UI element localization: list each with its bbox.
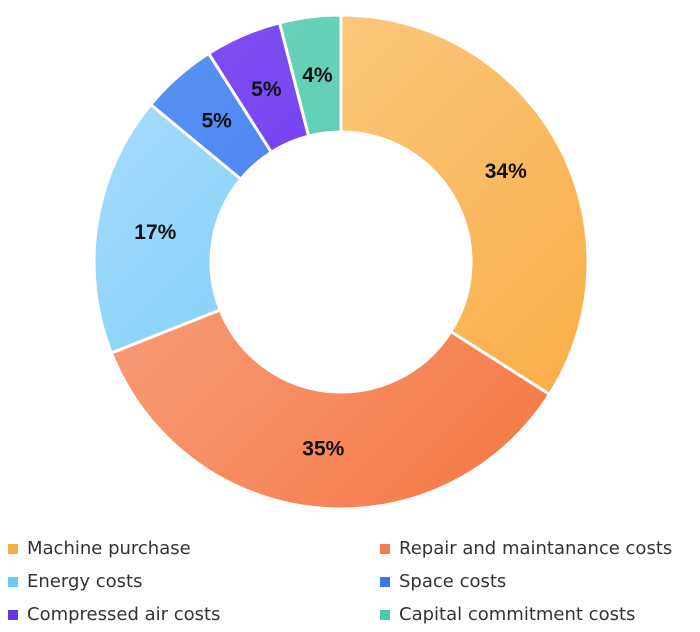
slice-machine-purchase <box>339 13 590 396</box>
slice-label-space-costs: 5% <box>201 109 232 132</box>
legend-label: Repair and maintanance costs <box>399 538 673 559</box>
slices-layer <box>92 13 590 511</box>
legend-item-space-costs: Space costs <box>380 567 506 597</box>
legend-label: Space costs <box>399 571 507 592</box>
legend-label: Capital commitment costs <box>399 604 636 625</box>
donut-chart-svg: 34% 35% 17% 5% 5% 4% <box>92 13 590 511</box>
slice-capital-commitment-costs <box>278 13 343 138</box>
legend-swatch <box>8 577 18 587</box>
slice-label-repair-and-maintanance-costs: 35% <box>302 438 344 461</box>
legend-label: Machine purchase <box>27 538 191 559</box>
legend-item-capital-commitment-costs: Capital commitment costs <box>380 600 635 630</box>
legend-label: Compressed air costs <box>27 604 221 625</box>
slice-repair-and-maintanance-costs <box>109 308 552 511</box>
legend-swatch <box>380 610 390 620</box>
slice-energy-costs <box>92 103 243 355</box>
slice-label-capital-commitment-costs: 4% <box>302 64 333 87</box>
slice-labels-layer: 34% 35% 17% 5% 5% 4% <box>134 64 527 461</box>
legend-item-compressed-air-costs: Compressed air costs <box>8 600 220 630</box>
legend-swatch <box>8 544 18 554</box>
legend-swatch <box>380 577 390 587</box>
legend-label: Energy costs <box>27 571 143 592</box>
slice-label-energy-costs: 17% <box>134 221 176 244</box>
legend-item-machine-purchase: Machine purchase <box>8 534 191 564</box>
chart-legend: Machine purchase Repair and maintanance c… <box>0 528 700 632</box>
legend-swatch <box>380 544 390 554</box>
legend-item-repair-and-maintanance-costs: Repair and maintanance costs <box>380 534 672 564</box>
slice-label-machine-purchase: 34% <box>485 160 527 183</box>
legend-item-energy-costs: Energy costs <box>8 567 142 597</box>
legend-swatch <box>8 610 18 620</box>
slice-label-compressed-air-costs: 5% <box>251 78 282 101</box>
